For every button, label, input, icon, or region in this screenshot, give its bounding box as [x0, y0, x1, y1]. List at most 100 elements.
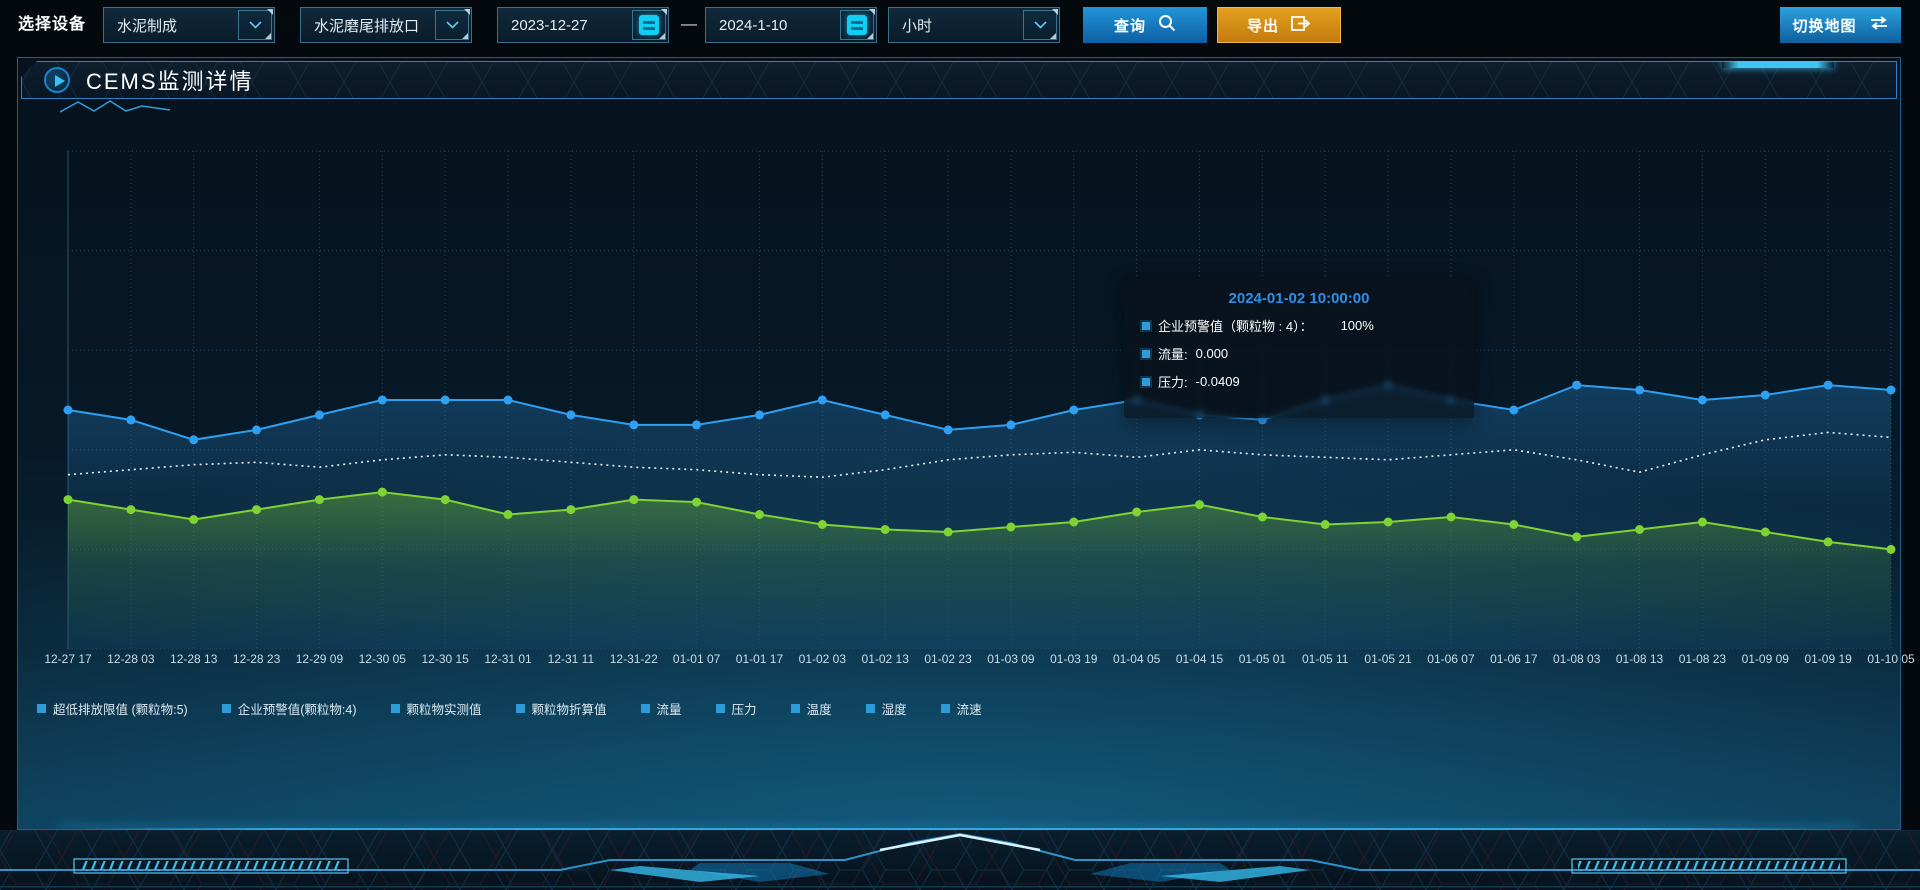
x-axis-label: 01-04 15 [1175, 652, 1224, 666]
legend-marker-icon [940, 704, 950, 713]
legend-item[interactable]: 超低排放限值 (颗粒物:5) [37, 699, 188, 718]
x-axis-label: 12-31 11 [547, 652, 595, 666]
legend-item[interactable]: 企业预警值(颗粒物:4) [221, 699, 357, 718]
x-axis-label: 01-02 03 [798, 652, 847, 666]
legend-marker-icon [221, 704, 231, 713]
tooltip-row-value: -0.0409 [1195, 374, 1240, 389]
legend-marker-icon [790, 704, 800, 713]
calendar-icon[interactable] [840, 10, 874, 40]
tooltip-row: 压力: -0.0409 [1140, 372, 1456, 391]
legend-marker-icon [390, 704, 400, 713]
query-button-label: 查询 [1113, 17, 1146, 35]
x-axis-label: 01-08 23 [1678, 652, 1727, 666]
x-axis-label: 01-06 17 [1490, 652, 1538, 666]
export-button[interactable]: 导出 [1217, 7, 1341, 43]
chart-legend: 超低排放限值 (颗粒物:5) 企业预警值(颗粒物:4) 颗粒物实测值 颗粒物折算值 流量… [37, 699, 982, 718]
export-icon [1291, 15, 1311, 36]
x-axis-label: 01-01 07 [672, 652, 721, 666]
zigzag-decoration [60, 100, 171, 113]
legend-label: 超低排放限值 (颗粒物:5) [53, 703, 188, 717]
series-marker-icon [1140, 347, 1152, 360]
panel-title: CEMS监测详情 [86, 69, 254, 94]
legend-label: 流速 [956, 703, 982, 717]
legend-label: 压力 [731, 703, 757, 717]
x-axis-label: 12-29 09 [295, 652, 344, 666]
legend-marker-icon [37, 704, 46, 713]
switch-map-button[interactable]: 切换地图 [1780, 7, 1901, 43]
interval-select[interactable]: 小时 [888, 7, 1060, 43]
panel-header: CEMS监测详情 [21, 61, 1897, 99]
legend-item[interactable]: 流速 [940, 699, 982, 718]
x-axis-label: 01-04 05 [1112, 652, 1161, 666]
chevron-down-icon[interactable] [238, 10, 272, 40]
calendar-icon[interactable] [632, 10, 666, 40]
legend-label: 湿度 [881, 703, 907, 717]
x-axis-label: 01-09 19 [1804, 652, 1852, 666]
footer-decoration [0, 830, 1920, 890]
x-axis-label: 01-08 13 [1615, 652, 1664, 666]
x-axis-label: 01-05 11 [1301, 652, 1349, 666]
legend-label: 颗粒物折算值 [531, 703, 607, 717]
x-axis-labels: 12-27 17 12-28 03 12-28 13 12-28 23 12-29 09… [44, 652, 1914, 670]
line-chart[interactable] [63, 150, 1896, 650]
legend-marker-icon [515, 704, 525, 713]
x-axis-label: 01-01 17 [735, 652, 784, 666]
end-date-value: 2024-1-10 [719, 16, 788, 34]
x-axis-label: 01-06 07 [1427, 652, 1475, 666]
chevron-down-icon[interactable] [435, 10, 469, 40]
series-marker-icon [1140, 319, 1152, 332]
legend-marker-icon [865, 704, 875, 713]
query-button[interactable]: 查询 [1083, 7, 1207, 43]
legend-marker-icon [640, 704, 650, 713]
cems-panel: CEMS监测详情 12-27 17 12-28 03 12-28 13 12-28 2… [17, 57, 1915, 831]
start-date-input[interactable]: 2023-12-27 [497, 7, 669, 43]
x-axis-label: 01-03 09 [987, 652, 1035, 666]
export-button-label: 导出 [1246, 17, 1279, 35]
tooltip-row: 企业预警值（颗粒物 : 4）： 100% [1140, 316, 1456, 335]
start-date-value: 2023-12-27 [511, 16, 588, 34]
outlet-select[interactable]: 水泥磨尾排放口 [300, 7, 472, 43]
device-select-label: 选择设备 [18, 16, 87, 33]
header-notch-decoration [1722, 61, 1834, 68]
x-axis-label: 01-08 03 [1553, 652, 1601, 666]
x-axis-label: 12-28 23 [232, 652, 281, 666]
x-axis-label: 12-31 01 [484, 652, 532, 666]
legend-item[interactable]: 流量 [640, 699, 682, 718]
play-icon [44, 67, 70, 93]
x-axis-label: 12-27 17 [44, 652, 92, 666]
x-axis-label: 01-10 05 [1867, 652, 1915, 666]
x-axis-label: 12-30 05 [358, 652, 406, 666]
interval-select-value: 小时 [902, 17, 933, 35]
tooltip-row-value: 0.000 [1195, 346, 1229, 361]
x-axis-label: 01-05 21 [1364, 652, 1412, 666]
end-date-input[interactable]: 2024-1-10 [705, 7, 877, 43]
legend-item[interactable]: 颗粒物实测值 [390, 699, 482, 718]
x-axis-label: 12-28 03 [107, 652, 155, 666]
legend-item[interactable]: 压力 [715, 699, 757, 718]
switch-map-button-label: 切换地图 [1792, 17, 1857, 35]
device-select-value: 水泥制成 [117, 17, 178, 35]
x-axis-label: 12-30 15 [421, 652, 469, 666]
hexagon-pattern-decoration [22, 62, 1896, 98]
tooltip-row-label: 企业预警值（颗粒物 : 4）： [1158, 319, 1313, 334]
series-marker-icon [1140, 375, 1152, 388]
legend-item[interactable]: 湿度 [865, 699, 907, 718]
chart-tooltip: 2024-01-02 10:00:00 企业预警值（颗粒物 : 4）： 100%… [1124, 276, 1474, 418]
legend-label: 流量 [656, 703, 682, 717]
x-axis-label: 01-03 19 [1050, 652, 1098, 666]
toolbar: 选择设备 水泥制成 水泥磨尾排放口 2023-12-27 — 2024-1-10… [0, 0, 1920, 50]
legend-label: 温度 [806, 703, 832, 717]
tooltip-title: 2024-01-02 10:00:00 [1228, 290, 1370, 307]
device-select[interactable]: 水泥制成 [103, 7, 275, 43]
chevron-down-icon[interactable] [1023, 10, 1057, 40]
x-axis-label: 12-31-22 [609, 652, 658, 666]
date-range-separator: — [681, 16, 697, 33]
legend-item[interactable]: 颗粒物折算值 [515, 699, 607, 718]
tooltip-row: 流量: 0.000 [1140, 344, 1456, 363]
x-axis-label: 01-05 01 [1238, 652, 1287, 666]
tooltip-row-label: 压力: [1158, 375, 1188, 390]
legend-label: 颗粒物实测值 [406, 703, 482, 717]
legend-item[interactable]: 温度 [790, 699, 832, 718]
x-axis-label: 01-02 23 [924, 652, 972, 666]
